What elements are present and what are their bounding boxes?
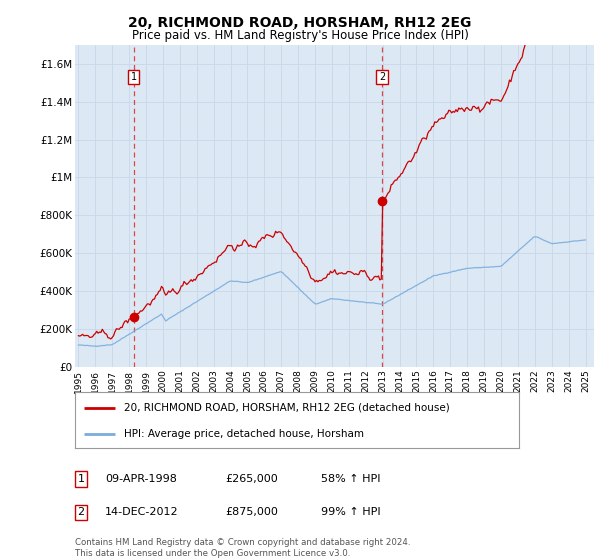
Text: £265,000: £265,000	[225, 474, 278, 484]
Text: 09-APR-1998: 09-APR-1998	[105, 474, 177, 484]
Text: 1: 1	[131, 72, 137, 82]
Text: 20, RICHMOND ROAD, HORSHAM, RH12 2EG: 20, RICHMOND ROAD, HORSHAM, RH12 2EG	[128, 16, 472, 30]
Text: 2: 2	[77, 507, 85, 517]
Text: 99% ↑ HPI: 99% ↑ HPI	[321, 507, 380, 517]
Text: HPI: Average price, detached house, Horsham: HPI: Average price, detached house, Hors…	[124, 429, 364, 439]
Text: 14-DEC-2012: 14-DEC-2012	[105, 507, 179, 517]
Text: Price paid vs. HM Land Registry's House Price Index (HPI): Price paid vs. HM Land Registry's House …	[131, 29, 469, 42]
Text: £875,000: £875,000	[225, 507, 278, 517]
Text: 2: 2	[379, 72, 385, 82]
Text: Contains HM Land Registry data © Crown copyright and database right 2024.
This d: Contains HM Land Registry data © Crown c…	[75, 538, 410, 558]
Text: 20, RICHMOND ROAD, HORSHAM, RH12 2EG (detached house): 20, RICHMOND ROAD, HORSHAM, RH12 2EG (de…	[124, 403, 449, 413]
Text: 1: 1	[77, 474, 85, 484]
Text: 58% ↑ HPI: 58% ↑ HPI	[321, 474, 380, 484]
